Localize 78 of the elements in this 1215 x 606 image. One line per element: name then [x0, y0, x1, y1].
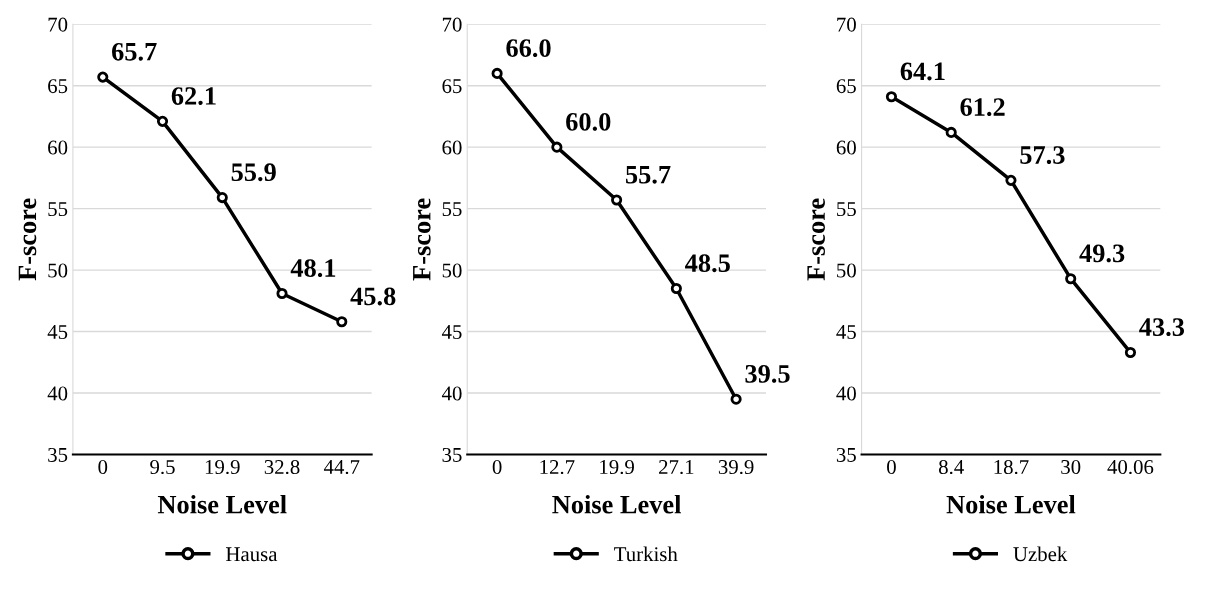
x-tick-label: 0 [492, 459, 502, 475]
point [97, 71, 109, 83]
y-tick-label: 40 [441, 386, 462, 401]
point [730, 393, 742, 405]
data-label: 62.1 [171, 87, 216, 105]
x-tick-label: 0 [98, 459, 108, 475]
point [670, 282, 682, 295]
point [1124, 346, 1137, 359]
x-tick-label: 40.06 [1107, 459, 1154, 475]
point [1065, 273, 1077, 285]
point [336, 316, 348, 328]
point [1005, 174, 1017, 186]
x-tick-label: 44.7 [323, 460, 360, 475]
y-tick-label: 55 [48, 202, 68, 217]
y-tick-label: 70 [442, 17, 462, 32]
y-tick-label: 40 [47, 386, 68, 401]
y-tick-label: 60 [442, 140, 462, 155]
data-label: 60.0 [566, 112, 611, 131]
y-tick-label: 65 [48, 79, 68, 94]
legend-label: Uzbek [1013, 546, 1068, 562]
y-tick-label: 35 [48, 447, 68, 462]
data-label: 64.1 [900, 62, 945, 81]
data-label: 65.7 [112, 42, 157, 61]
x-tick-label: 19.9 [205, 460, 240, 475]
y-axis-title: F-score [413, 198, 431, 281]
x-tick-label: 19.9 [600, 460, 634, 475]
legend-label: Hausa [226, 547, 278, 562]
y-tick-label: 45 [836, 325, 856, 339]
x-tick-label: 32.8 [264, 459, 300, 475]
point [276, 287, 288, 300]
x-tick-label: 30 [1061, 459, 1081, 475]
x-tick-label: 18.7 [994, 459, 1029, 475]
x-tick-label: 12.7 [540, 460, 575, 475]
point [611, 194, 623, 206]
x-tick-label: 8.4 [938, 459, 964, 475]
x-tick-label: 39.9 [718, 460, 754, 475]
y-tick-label: 35 [442, 447, 462, 462]
x-tick-label: 9.5 [150, 460, 175, 475]
x-axis-title: Noise Level [552, 494, 682, 514]
data-label: 48.5 [685, 254, 730, 273]
data-label: 61.2 [960, 98, 1005, 117]
data-label: 48.1 [290, 259, 336, 278]
point [156, 115, 169, 127]
x-axis-title: Noise Level [157, 494, 287, 514]
y-tick-label: 50 [48, 263, 68, 278]
y-tick-label: 65 [442, 79, 462, 94]
y-axis-title: F-score [18, 198, 37, 281]
data-label: 45.8 [350, 287, 396, 306]
data-label: 43.3 [1139, 318, 1185, 337]
data-label: 57.3 [1020, 146, 1065, 165]
x-tick-label: 27.1 [659, 460, 694, 475]
y-tick-label: 55 [837, 202, 856, 217]
data-label: 39.5 [745, 364, 790, 383]
y-tick-label: 40 [836, 386, 856, 401]
x-axis-title: Noise Level [946, 494, 1076, 514]
point [945, 126, 957, 138]
point [216, 192, 228, 204]
y-tick-label: 65 [836, 79, 856, 94]
y-tick-label: 70 [837, 17, 856, 32]
data-label: 55.7 [626, 166, 671, 184]
x-tick-label: 0 [887, 459, 896, 475]
data-label: 66.0 [506, 39, 551, 58]
y-tick-label: 50 [442, 263, 462, 278]
y-axis-title: F-score [807, 198, 825, 281]
y-tick-label: 50 [837, 263, 856, 278]
point [491, 67, 503, 79]
y-tick-label: 60 [836, 140, 856, 155]
y-tick-label: 45 [47, 325, 68, 339]
y-tick-label: 45 [441, 325, 462, 339]
point [885, 91, 898, 103]
y-tick-label: 55 [442, 202, 462, 217]
point [551, 141, 563, 153]
y-tick-label: 35 [836, 447, 856, 462]
data-label: 49.3 [1079, 244, 1125, 263]
data-label: 55.9 [231, 163, 276, 182]
y-tick-label: 70 [48, 17, 68, 32]
y-tick-label: 60 [48, 140, 68, 155]
legend-label: Turkish [614, 546, 678, 562]
